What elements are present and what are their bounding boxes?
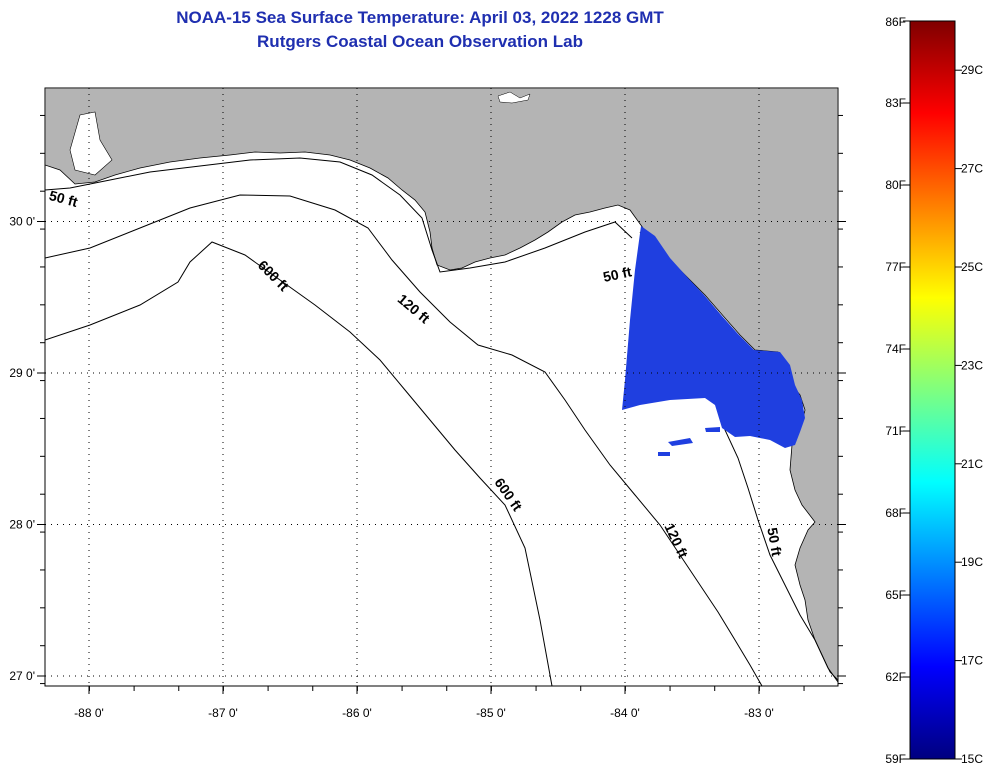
map-subtitle: Rutgers Coastal Ocean Observation Lab — [257, 32, 583, 51]
colorbar-f-label: 71F — [885, 424, 906, 438]
colorbar-f-label: 62F — [885, 670, 906, 684]
colorbar-c-label: 29C — [961, 63, 983, 77]
lon-tick-label: -83 0' — [744, 706, 774, 720]
colorbar-c-label: 21C — [961, 457, 983, 471]
sst-speck — [668, 438, 693, 446]
lat-tick-label: 27 0' — [9, 669, 35, 683]
contour-label: 50 ft — [602, 263, 634, 285]
latitude-axis: 30 0' 29 0' 28 0' 27 0' — [9, 114, 846, 685]
map-title: NOAA-15 Sea Surface Temperature: April 0… — [176, 8, 664, 27]
colorbar-f-label: 65F — [885, 588, 906, 602]
colorbar-c-label: 19C — [961, 555, 983, 569]
lat-tick-label: 28 0' — [9, 518, 35, 532]
contour-50ft-west — [45, 157, 633, 273]
contour-label: 50 ft — [764, 526, 785, 557]
colorbar-f-label: 59F — [885, 752, 906, 766]
sst-data-patch — [622, 226, 805, 448]
colorbar-f-label: 80F — [885, 178, 906, 192]
colorbar-c-label: 15C — [961, 752, 983, 766]
sst-speck — [705, 427, 720, 432]
contour-label: 50 ft — [48, 187, 80, 210]
colorbar-fahrenheit-labels: 86F 83F 80F 77F 74F 71F 68F 65F 62F 59F — [885, 15, 910, 766]
lon-tick-label: -85 0' — [476, 706, 506, 720]
lat-tick-label: 29 0' — [9, 366, 35, 380]
colorbar-c-label: 25C — [961, 260, 983, 274]
bay — [69, 111, 113, 176]
contour-120ft — [45, 194, 763, 686]
colorbar-f-label: 74F — [885, 342, 906, 356]
lon-tick-label: -86 0' — [342, 706, 372, 720]
colorbar-f-label: 68F — [885, 506, 906, 520]
colorbar-celsius-labels: 29C 27C 25C 23C 21C 19C 17C 15C — [955, 63, 983, 766]
colorbar-c-label: 27C — [961, 162, 983, 176]
lon-tick-label: -88 0' — [74, 706, 104, 720]
colorbar-f-label: 83F — [885, 96, 906, 110]
colorbar-c-label: 17C — [961, 654, 983, 668]
colorbar-f-label: 77F — [885, 260, 906, 274]
lake — [497, 91, 531, 104]
colorbar — [909, 20, 956, 760]
graticule — [45, 88, 838, 686]
colorbar-c-label: 23C — [961, 358, 983, 372]
lat-tick-label: 30 0' — [9, 215, 35, 229]
colorbar-f-label: 86F — [885, 15, 906, 29]
longitude-axis: -88 0' -87 0' -86 0' -85 0' -84 0' -83 0' — [74, 686, 805, 720]
lon-tick-label: -87 0' — [208, 706, 238, 720]
land-mass — [45, 88, 838, 681]
lon-tick-label: -84 0' — [610, 706, 640, 720]
contour-600ft — [45, 241, 553, 686]
sst-speck — [658, 452, 670, 456]
